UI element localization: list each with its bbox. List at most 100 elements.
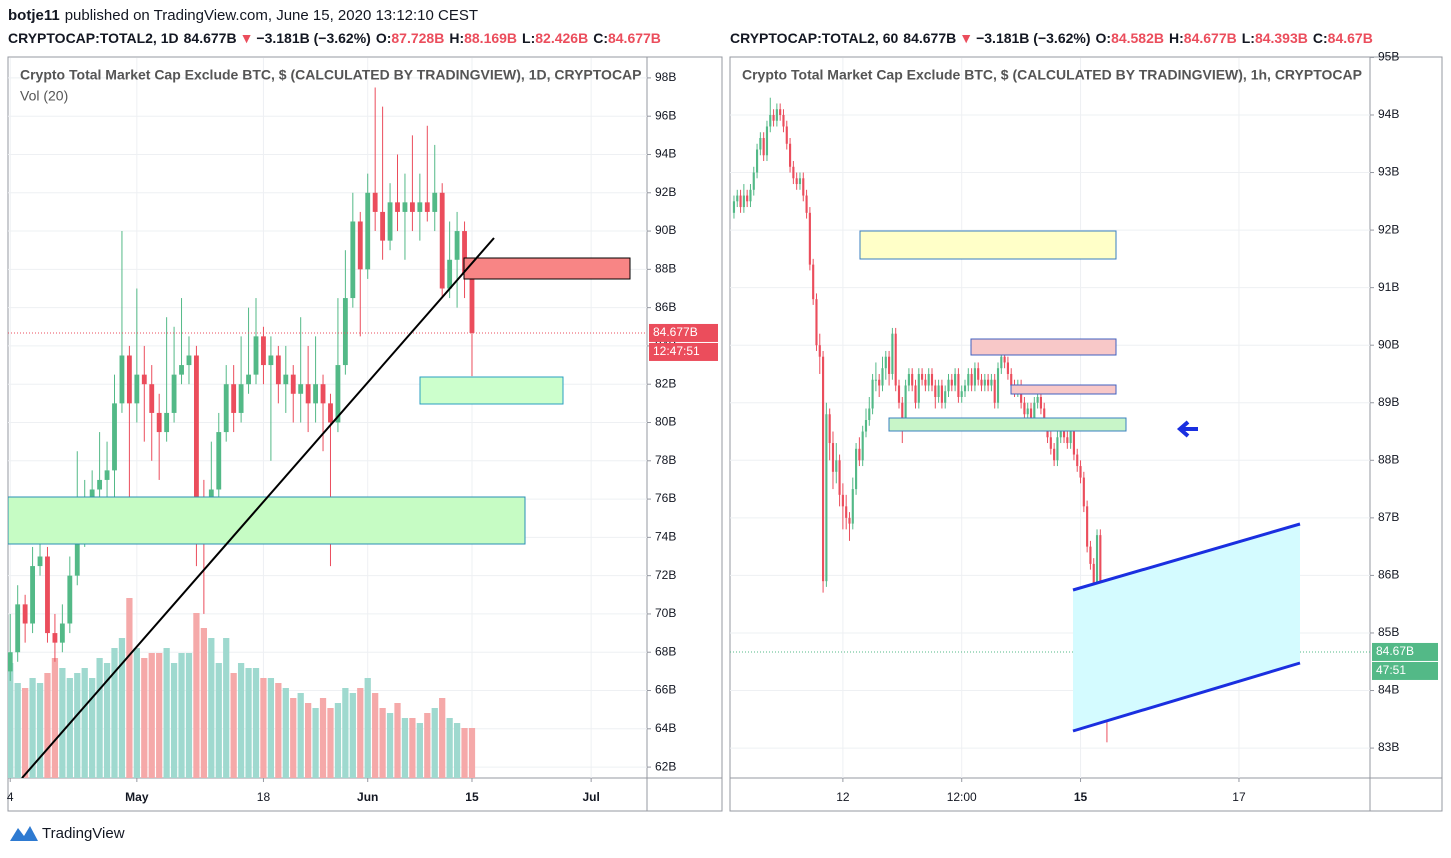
candle-body — [1039, 396, 1042, 409]
volume-bar — [386, 713, 394, 778]
volume-bar — [148, 653, 155, 778]
ohlc-value: 88.169B — [464, 30, 517, 46]
candle-body — [432, 192, 438, 212]
volume-bar — [357, 688, 364, 778]
trendline — [21, 237, 495, 778]
candle-body — [878, 379, 881, 386]
candle-body — [417, 202, 423, 212]
candle-body — [917, 373, 920, 403]
candle-body — [884, 356, 887, 369]
volume-bar — [394, 703, 401, 778]
candle-body — [871, 379, 874, 409]
candle-body — [987, 379, 990, 386]
ohlc-value: 84.393B — [1255, 30, 1308, 46]
candle-body — [1059, 431, 1062, 438]
candle-body — [387, 202, 393, 241]
candle-body — [261, 336, 266, 366]
x-tick-label: 12:00 — [947, 790, 977, 804]
x-tick-label: 12 — [836, 790, 850, 804]
candle-body — [1046, 425, 1049, 438]
volume-bar — [29, 678, 36, 778]
candle-body — [290, 374, 296, 394]
zone — [8, 496, 526, 545]
volume-bar — [156, 653, 163, 778]
candle-body — [762, 138, 765, 156]
candle-body — [960, 391, 963, 397]
candle-body — [746, 195, 749, 202]
volume-bar — [349, 693, 356, 778]
candle-body — [238, 384, 244, 413]
candle-body — [818, 345, 821, 357]
candle-body — [792, 166, 795, 179]
candle-body — [983, 379, 986, 386]
price-label: 84.677B — [653, 325, 698, 339]
volume-bar — [133, 648, 140, 778]
candle-body — [1056, 437, 1059, 461]
x-tick-label: 15 — [1074, 790, 1088, 804]
candle-body — [973, 368, 976, 386]
candle-body — [937, 385, 940, 397]
x-tick-label: 4 — [7, 790, 14, 804]
candle-body — [967, 373, 970, 386]
candle-body — [812, 264, 815, 300]
y-tick-label: 86B — [655, 300, 676, 314]
volume-bar — [36, 683, 44, 778]
zone — [419, 376, 564, 405]
volume-bar — [282, 688, 289, 778]
volume-bar — [96, 658, 103, 778]
candle-body — [1029, 408, 1033, 426]
countdown: 12:47:51 — [653, 344, 700, 358]
candle-body — [769, 114, 772, 127]
candle-body — [45, 556, 50, 634]
candle-body — [947, 379, 950, 392]
candle-body — [171, 374, 177, 413]
y-tick-label: 91B — [1378, 280, 1399, 294]
candle-body — [74, 537, 80, 576]
candle-body — [993, 379, 996, 403]
volume-bar — [230, 673, 237, 778]
candle-body — [765, 126, 769, 156]
candle-body — [815, 299, 818, 346]
volume-bar — [118, 638, 126, 778]
y-tick-label: 94B — [655, 147, 676, 161]
candle-body — [838, 460, 841, 495]
candle-body — [439, 192, 445, 289]
channel-line — [1072, 522, 1301, 592]
candle-body — [808, 212, 811, 265]
candle-body — [52, 633, 58, 643]
y-tick-label: 83B — [1378, 740, 1399, 754]
candle-body — [977, 368, 980, 380]
volume-bar — [215, 663, 222, 778]
candle-body — [223, 384, 229, 433]
ohlc-key: H: — [449, 30, 464, 46]
candle-body — [736, 195, 739, 202]
candle-body — [104, 470, 110, 480]
pane-title: Crypto Total Market Cap Exclude BTC, $ (… — [742, 67, 1362, 83]
volume-bar — [446, 718, 453, 778]
candle-body — [874, 379, 877, 381]
candle-body — [759, 138, 762, 150]
candle-body — [802, 178, 805, 196]
candle-body — [156, 412, 162, 433]
y-tick-label: 82B — [655, 376, 676, 390]
volume-bar — [141, 658, 148, 778]
ohlc-key: L: — [1242, 30, 1255, 46]
candle-body — [1036, 396, 1039, 403]
candle-body — [868, 408, 871, 421]
zone — [463, 257, 631, 280]
candle-body — [253, 336, 259, 375]
ohlc-value: 82.426B — [535, 30, 588, 46]
candle-body — [216, 432, 222, 490]
candle-body — [739, 195, 742, 208]
ohlc-value: 84.677B — [608, 30, 661, 46]
candle-body — [805, 195, 808, 213]
symbol: CRYPTOCAP:TOTAL2, 1D — [8, 30, 179, 46]
candle-body — [1095, 535, 1099, 587]
countdown-box — [1372, 661, 1438, 680]
publish-text: published on TradingView.com, June 15, 2… — [65, 7, 478, 24]
candle-body — [788, 143, 792, 167]
y-tick-label: 87B — [1378, 510, 1399, 524]
volume-bar — [126, 598, 133, 778]
ohlc-value: 84.582B — [1111, 30, 1164, 46]
volume-bar — [319, 698, 327, 778]
